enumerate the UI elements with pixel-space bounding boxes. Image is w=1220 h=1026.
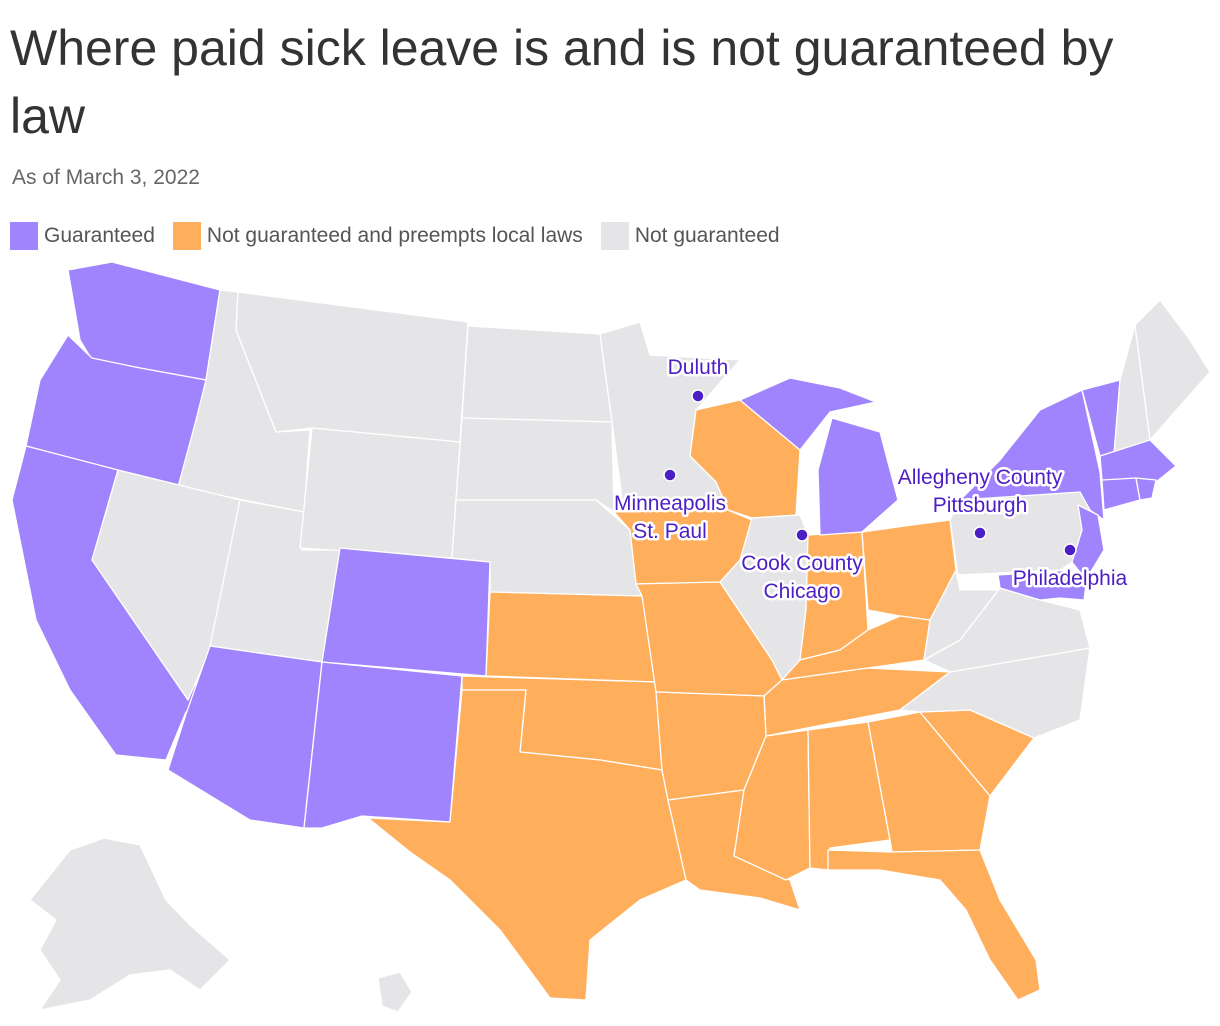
state-new-mexico	[303, 661, 463, 829]
city-label-duluth: Duluth	[668, 356, 729, 379]
state-wyoming	[299, 427, 461, 559]
state-michigan-lower	[817, 417, 899, 536]
state-hawaii	[377, 971, 413, 1013]
state-maryland	[997, 569, 1087, 601]
state-west-virginia	[923, 569, 1001, 661]
state-michigan-upper	[739, 377, 877, 451]
city-dot-cook-county-chicago	[795, 528, 809, 542]
legend-swatch-guaranteed	[10, 222, 38, 250]
legend-item-not-guaranteed: Not guaranteed	[600, 222, 780, 250]
city-dot-duluth	[691, 389, 705, 403]
city-dot-allegheny-county-pittsburgh	[973, 526, 987, 540]
state-nevada	[91, 469, 241, 701]
legend-swatch-not-guaranteed	[600, 222, 629, 250]
chart-title: Where paid sick leave is and is not guar…	[10, 20, 1114, 144]
legend-label-not-guaranteed: Not guaranteed	[634, 224, 780, 247]
legend-swatch-preempts	[172, 222, 201, 250]
city-label-minneapolis: Minneapolis	[614, 492, 726, 515]
state-connecticut	[1101, 477, 1141, 511]
state-south-dakota	[455, 417, 615, 513]
city-label-pittsburgh: Pittsburgh	[933, 494, 1028, 517]
city-dot-philadelphia	[1063, 543, 1077, 557]
state-texas	[367, 689, 687, 1001]
legend-item-guaranteed: Guaranteed	[10, 222, 155, 250]
states-layer	[11, 261, 1211, 1013]
state-colorado	[321, 547, 491, 677]
city-label-cook-county: Cook County	[741, 552, 863, 575]
state-montana	[235, 291, 469, 443]
state-new-york	[959, 389, 1105, 521]
city-label-chicago: Chicago	[763, 580, 840, 603]
legend-item-preempts: Not guaranteed and preempts local laws	[172, 222, 583, 250]
city-label-philadelphia: Philadelphia	[1013, 567, 1128, 590]
state-maine	[1134, 299, 1211, 441]
state-rhode-island	[1135, 477, 1157, 501]
city-dot-minneapolis-st-paul	[663, 468, 677, 482]
legend: Guaranteed Not guaranteed and preempts l…	[10, 222, 798, 250]
chart-subtitle: As of March 3, 2022	[12, 166, 200, 189]
city-markers: Duluth Minneapolis St. Paul Cook County …	[611, 354, 1130, 606]
state-massachusetts	[1099, 439, 1177, 483]
legend-label-preempts: Not guaranteed and preempts local laws	[206, 224, 583, 247]
city-label-allegheny-county: Allegheny County	[898, 466, 1063, 489]
city-label-st-paul: St. Paul	[633, 520, 707, 543]
state-new-jersey	[1071, 504, 1105, 581]
state-kansas	[485, 591, 657, 683]
us-map: Duluth Minneapolis St. Paul Cook County …	[11, 261, 1211, 1013]
state-alaska	[29, 837, 231, 1011]
state-florida	[827, 849, 1041, 1001]
legend-label-guaranteed: Guaranteed	[44, 224, 155, 247]
state-north-dakota	[461, 325, 613, 423]
